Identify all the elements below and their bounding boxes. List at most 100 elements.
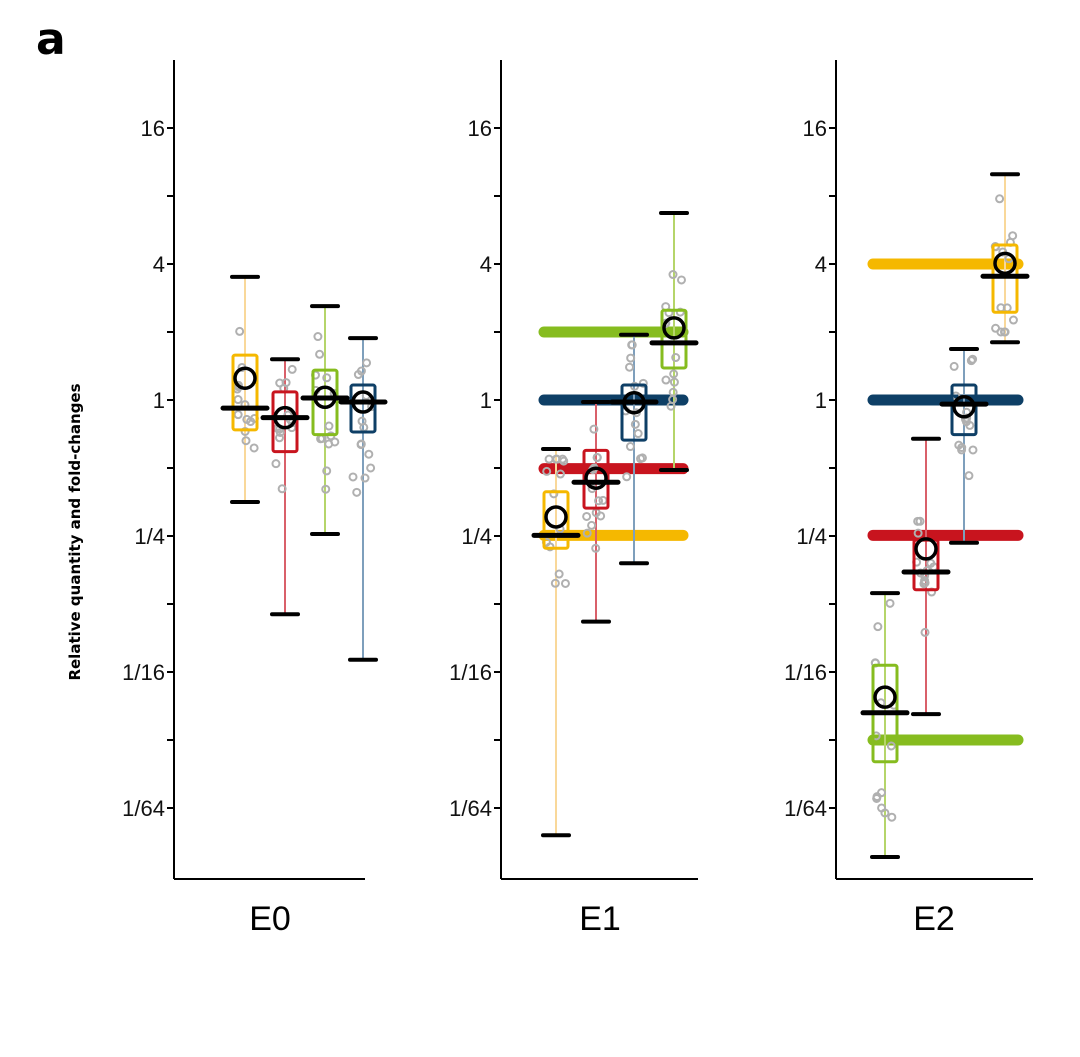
mean-marker: [914, 537, 938, 561]
data-point: [968, 445, 978, 455]
data-point: [582, 511, 592, 521]
data-point: [887, 812, 897, 822]
x-category-label: E1: [579, 900, 621, 938]
panel-e1: 16 4 1 1/4 1/16 1/64 E1: [449, 60, 699, 938]
data-point: [356, 366, 366, 376]
data-point: [582, 528, 592, 538]
data-point: [233, 395, 243, 405]
data-point: [592, 452, 602, 462]
x-category-label: E2: [913, 900, 955, 938]
box-blue: [939, 347, 989, 545]
data-point: [591, 543, 601, 553]
box-red: [260, 357, 310, 617]
box-iqr: [582, 448, 610, 510]
data-point: [637, 453, 647, 463]
data-point: [625, 442, 635, 452]
data-point: [362, 358, 372, 368]
box-green: [860, 591, 910, 859]
data-point: [249, 443, 259, 453]
data-point: [885, 598, 895, 608]
y-tick-label: 1/16: [449, 660, 492, 685]
data-point: [281, 378, 291, 388]
data-point: [627, 340, 637, 350]
data-point: [675, 307, 685, 317]
data-point: [274, 433, 284, 443]
data-point: [872, 792, 882, 802]
box-iqr: [950, 383, 978, 437]
box-orange: [980, 172, 1030, 345]
data-point: [877, 803, 887, 813]
data-point: [669, 377, 679, 387]
data-point: [235, 326, 245, 336]
data-point: [321, 484, 331, 494]
data-point: [668, 270, 678, 280]
data-point: [366, 463, 376, 473]
panel-e2: 16 4 1 1/4 1/16 1/64 E2: [784, 60, 1033, 938]
data-point: [555, 469, 565, 479]
box-iqr: [620, 383, 648, 442]
box-iqr: [311, 368, 339, 437]
data-point: [594, 496, 604, 506]
box-iqr: [349, 383, 377, 434]
data-point: [920, 575, 930, 585]
mean-marker: [952, 395, 976, 419]
data-point: [991, 323, 1001, 333]
panel-e0: 16 4 1 1/4 1/16 1/64 E0: [122, 60, 388, 938]
box-red: [901, 436, 951, 717]
data-point: [873, 622, 883, 632]
data-point: [949, 361, 959, 371]
data-point: [995, 194, 1005, 204]
mean-marker: [544, 505, 568, 529]
data-point: [352, 487, 362, 497]
data-point: [287, 364, 297, 374]
data-point: [587, 520, 597, 530]
y-tick-label: 1/64: [449, 796, 492, 821]
data-point: [277, 484, 287, 494]
data-point: [633, 429, 643, 439]
mean-marker: [233, 366, 257, 390]
mean-marker: [662, 316, 686, 340]
box-green: [300, 304, 350, 536]
box-iqr: [660, 308, 688, 370]
y-tick-label: 1: [815, 388, 827, 413]
y-tick-label: 1: [153, 388, 165, 413]
data-point: [926, 558, 936, 568]
y-tick-label: 16: [803, 116, 827, 141]
mean-marker: [993, 251, 1017, 276]
mean-marker: [313, 385, 337, 410]
data-point: [1008, 315, 1018, 325]
data-point: [360, 473, 370, 483]
data-point: [313, 332, 323, 342]
data-point: [669, 369, 679, 379]
mean-marker: [873, 685, 897, 709]
data-point: [322, 373, 332, 383]
data-point: [661, 375, 671, 385]
data-point: [348, 472, 358, 482]
data-point: [596, 511, 606, 521]
data-point: [356, 439, 366, 449]
box-iqr: [542, 490, 570, 550]
data-point: [322, 466, 332, 476]
box-orange: [531, 446, 581, 838]
data-point: [638, 378, 648, 388]
data-point: [560, 578, 570, 588]
y-tick-label: 1: [480, 388, 492, 413]
data-point: [964, 471, 974, 481]
data-point: [913, 516, 923, 526]
y-tick-label: 1/64: [122, 796, 165, 821]
mean-marker: [622, 390, 646, 415]
data-point: [622, 472, 632, 482]
y-tick-label: 4: [480, 252, 492, 277]
data-point: [625, 362, 635, 372]
x-category-label: E0: [249, 900, 291, 938]
data-point: [324, 421, 334, 431]
data-point: [271, 459, 281, 469]
data-point: [676, 275, 686, 285]
box-red: [571, 400, 621, 624]
data-point: [954, 440, 964, 450]
data-point: [554, 569, 564, 579]
y-tick-label: 4: [815, 252, 827, 277]
mean-marker: [273, 405, 297, 430]
data-point: [542, 466, 552, 476]
